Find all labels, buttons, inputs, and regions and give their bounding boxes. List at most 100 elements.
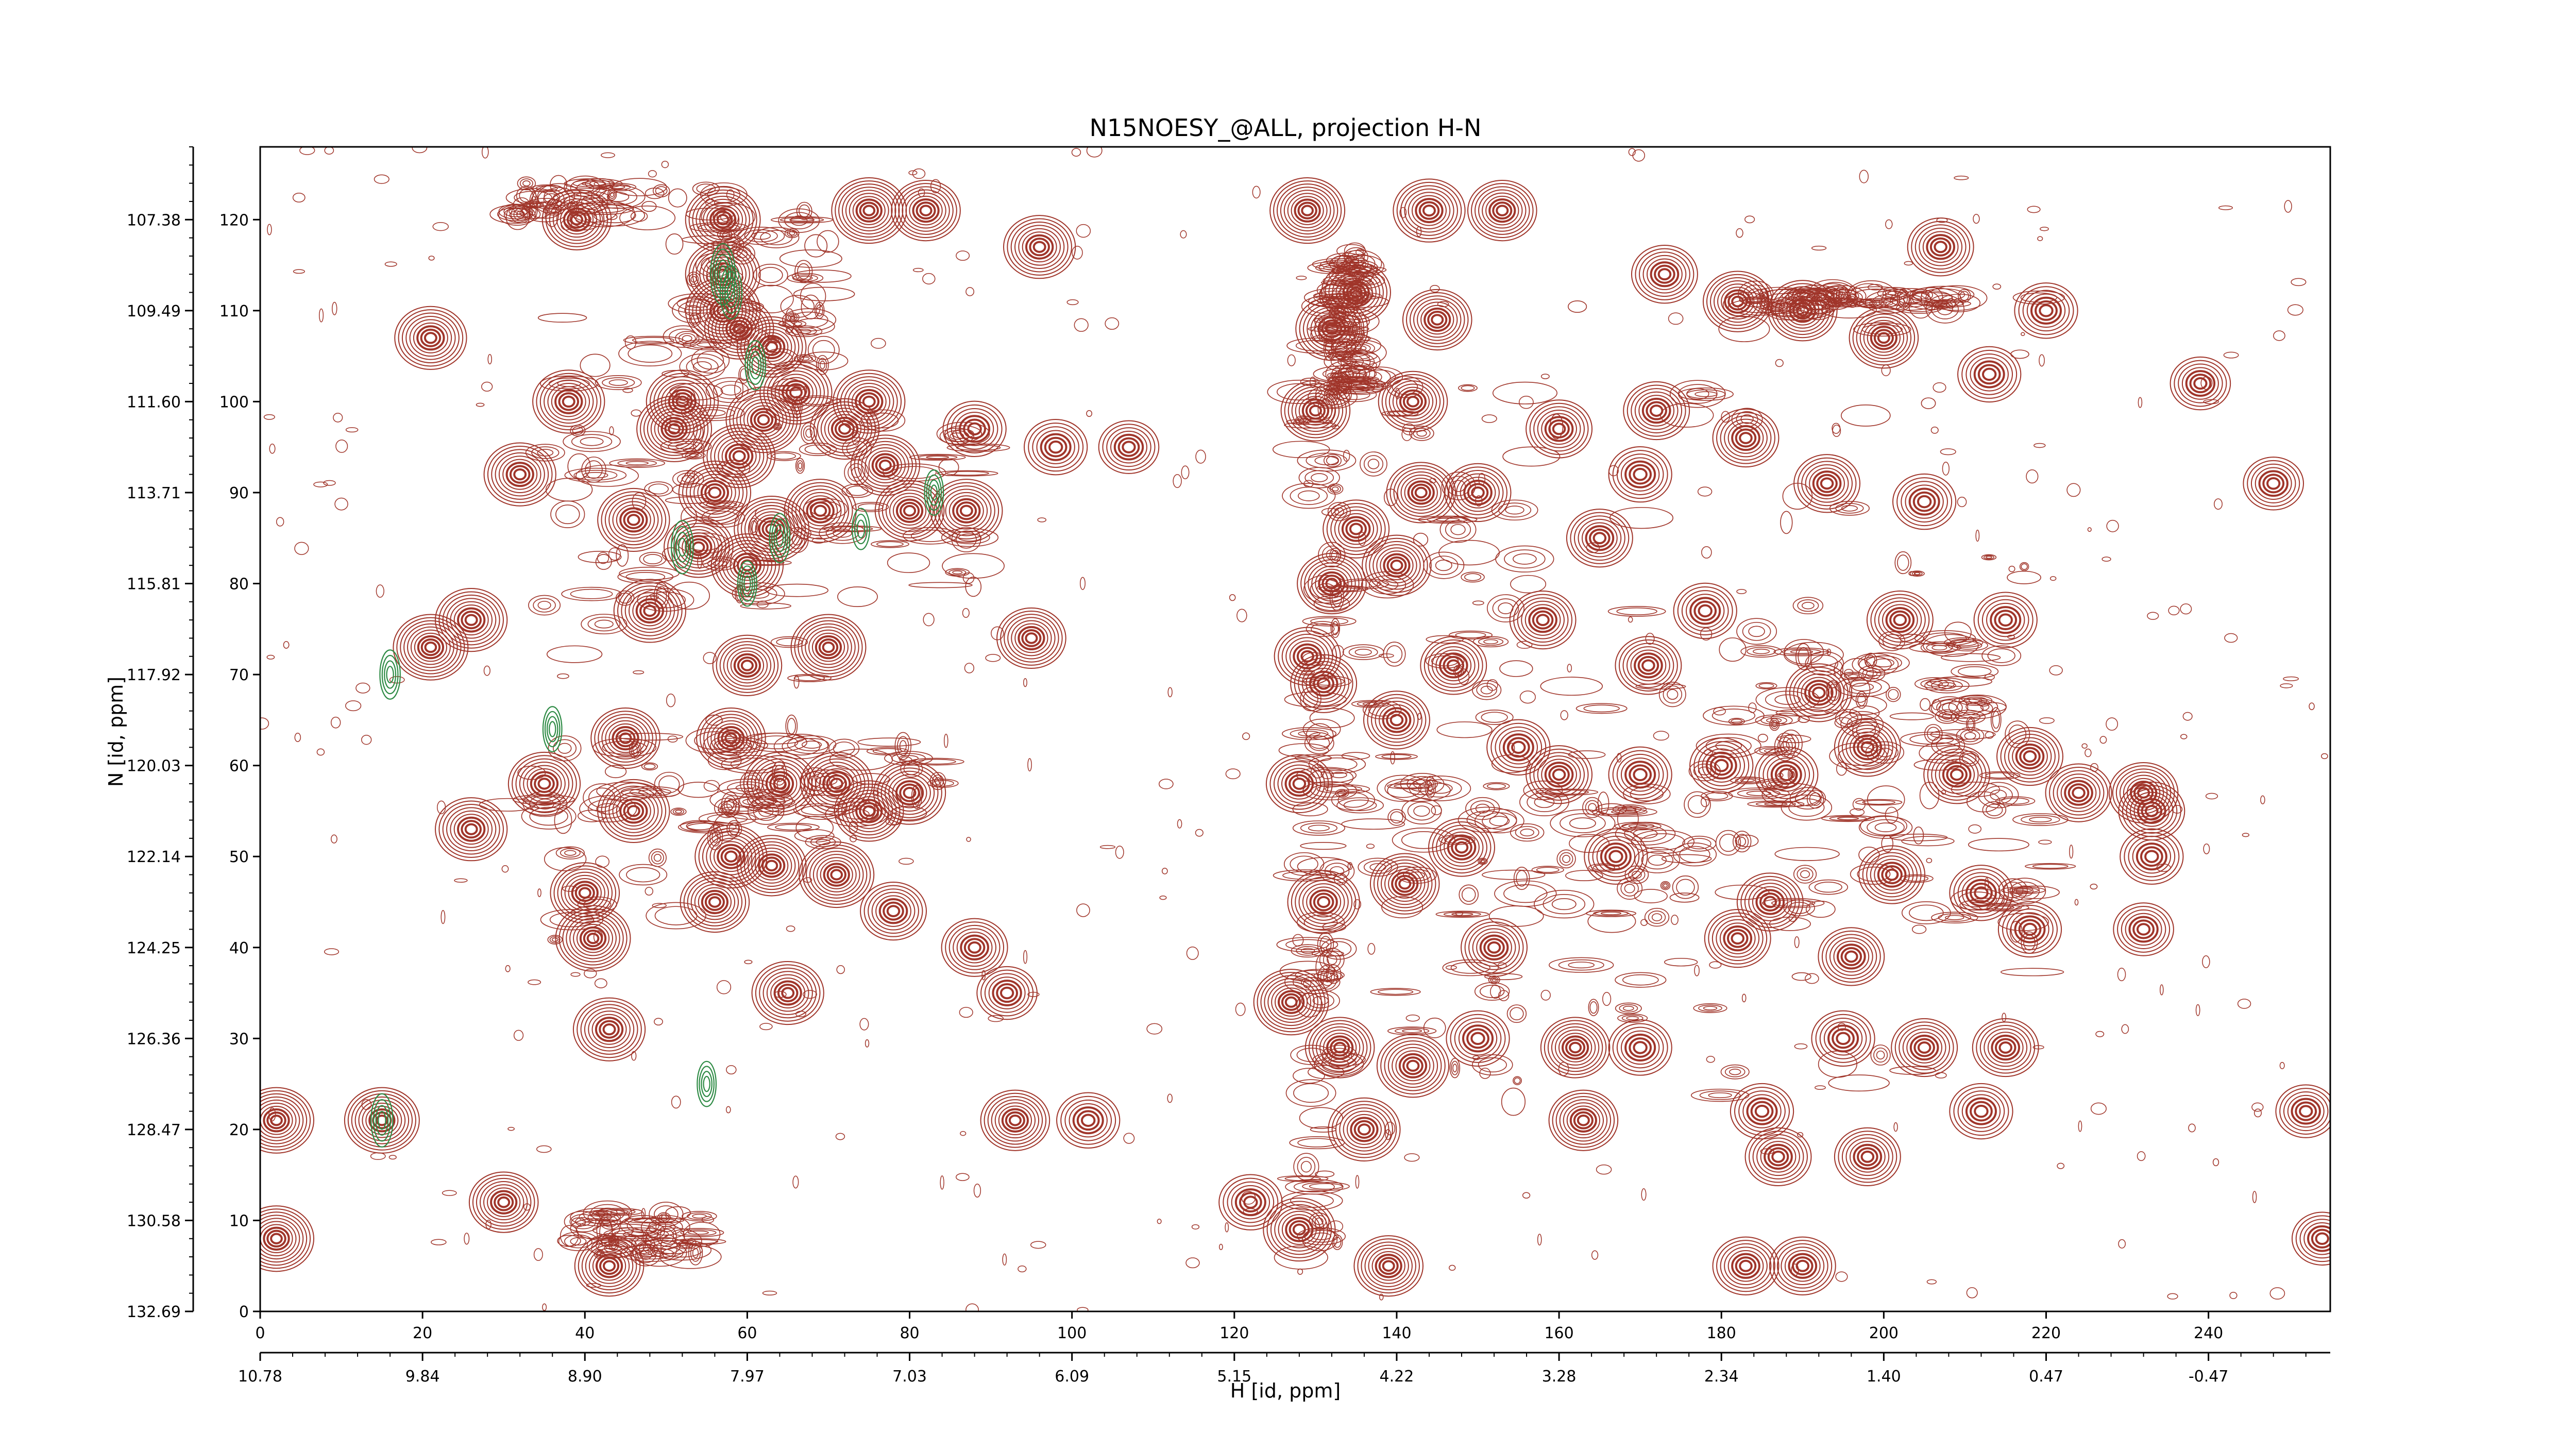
peak-contour [1942,762,1972,788]
peak-contour [1076,1110,1100,1131]
peak-contour [626,805,640,817]
peak-contour [2247,460,2300,507]
noise-contour [641,1208,646,1220]
peak-contour [1762,753,1810,796]
peak-contour [740,838,803,894]
contour-ridge-line [871,540,909,548]
noise-contour [1713,707,1726,716]
peak-contour [1836,1032,1851,1046]
contour-ridge-line [739,585,777,602]
peak-contour [1372,544,1421,587]
peak-contour [1395,1050,1431,1082]
negative-peak-contour [769,513,791,563]
peak-contour [490,1190,518,1215]
contour-ridge-line [798,462,803,469]
contour-ridge-line [799,204,810,217]
y-index-tick-label: 100 [219,393,249,411]
peak-contour [1300,556,1363,611]
contour-ridge-line [1362,369,1396,384]
contour-ridge-line [1981,554,1997,561]
noise-contour [1912,924,1927,934]
contour-ridge-line [1766,717,1782,723]
peak-contour [2045,763,2112,822]
peak-contour [902,189,950,232]
peak-contour [1281,768,1317,800]
n-ppm-tick-label: 111.60 [127,393,181,411]
contour-ridge-line [1323,972,1332,983]
y-axis-label: N [id, ppm] [105,677,127,787]
peak-contour [758,334,786,360]
peak-contour [1922,231,1959,263]
peak-contour [1389,714,1404,727]
peak-contour [597,487,670,552]
peak-contour [375,1115,388,1126]
peak-contour [1025,632,1038,644]
peak-contour [1308,562,1356,605]
peak-contour [450,810,493,848]
contour-ridge-line [2009,920,2023,943]
peak-contour [1487,941,1501,954]
peak-contour [1435,649,1472,682]
contour-ridge-line [1848,674,1859,678]
peak-contour [956,501,977,520]
peak-contour [1789,298,1817,323]
peak-contour [1014,225,1065,269]
contour-ridge-line [1774,694,1801,705]
noise-contour [1023,678,1027,687]
peak-contour [763,364,829,422]
contour-ridge-line [705,714,723,726]
peak-contour [1289,774,1310,794]
noise-contour [1310,376,1316,389]
peak-contour [1641,397,1671,424]
peak-contour [2185,370,2216,397]
noise-contour [1146,1023,1163,1035]
contour-ridge-line [1857,652,1910,673]
noise-contour [294,542,309,555]
peak-contour [750,408,777,432]
peak-contour [563,207,591,232]
peak-contour [2121,909,2166,949]
peak-contour [1578,518,1622,558]
contour-ridge-line [564,850,577,856]
contour-ridge-line [1513,1076,1522,1085]
peak-contour [605,720,646,756]
peak-contour [996,983,1019,1003]
peak-contour [2019,747,2041,766]
peak-contour [1857,1147,1878,1167]
contour-ridge-line [1384,779,1422,798]
contour-ridge-line [1293,1083,1329,1103]
peak-contour [1032,426,1080,468]
peak-contour [1509,590,1577,650]
peak-contour [1769,1236,1836,1295]
noise-contour [361,734,372,745]
peak-contour [762,971,813,1015]
noise-contour [1522,1192,1531,1199]
contour-ridge-line [1520,829,1534,837]
contour-ridge-line [672,470,704,488]
peak-contour [1582,522,1618,554]
contour-ridge-line [588,1210,612,1217]
noise-contour [1191,1224,1200,1230]
contour-ridge-line [1459,884,1479,905]
contour-ridge-line [1929,676,1993,687]
peak-contour [717,844,745,869]
contour-ridge-line [1865,291,1912,314]
peak-contour [347,1090,416,1151]
peak-contour [1889,610,1911,630]
peak-contour [1654,264,1675,284]
contour-ridge-line [911,529,950,542]
peak-contour [751,961,824,1025]
n-ppm-tick-label: 128.47 [127,1121,181,1139]
noise-contour [2090,883,2098,890]
n-ppm-tick-label: 132.69 [127,1303,181,1321]
contour-ridge-line [1951,664,1999,679]
noise-contour [1904,261,1913,266]
contour-ridge-line [580,353,611,377]
contour-ridge-line [1982,801,2007,819]
contour-ridge-line [1715,830,1741,856]
peak-contour [1367,694,1427,746]
peak-contour [1673,582,1737,639]
peak-contour [1278,630,1337,683]
peak-contour [1369,853,1440,915]
peak-contour [1117,437,1140,457]
